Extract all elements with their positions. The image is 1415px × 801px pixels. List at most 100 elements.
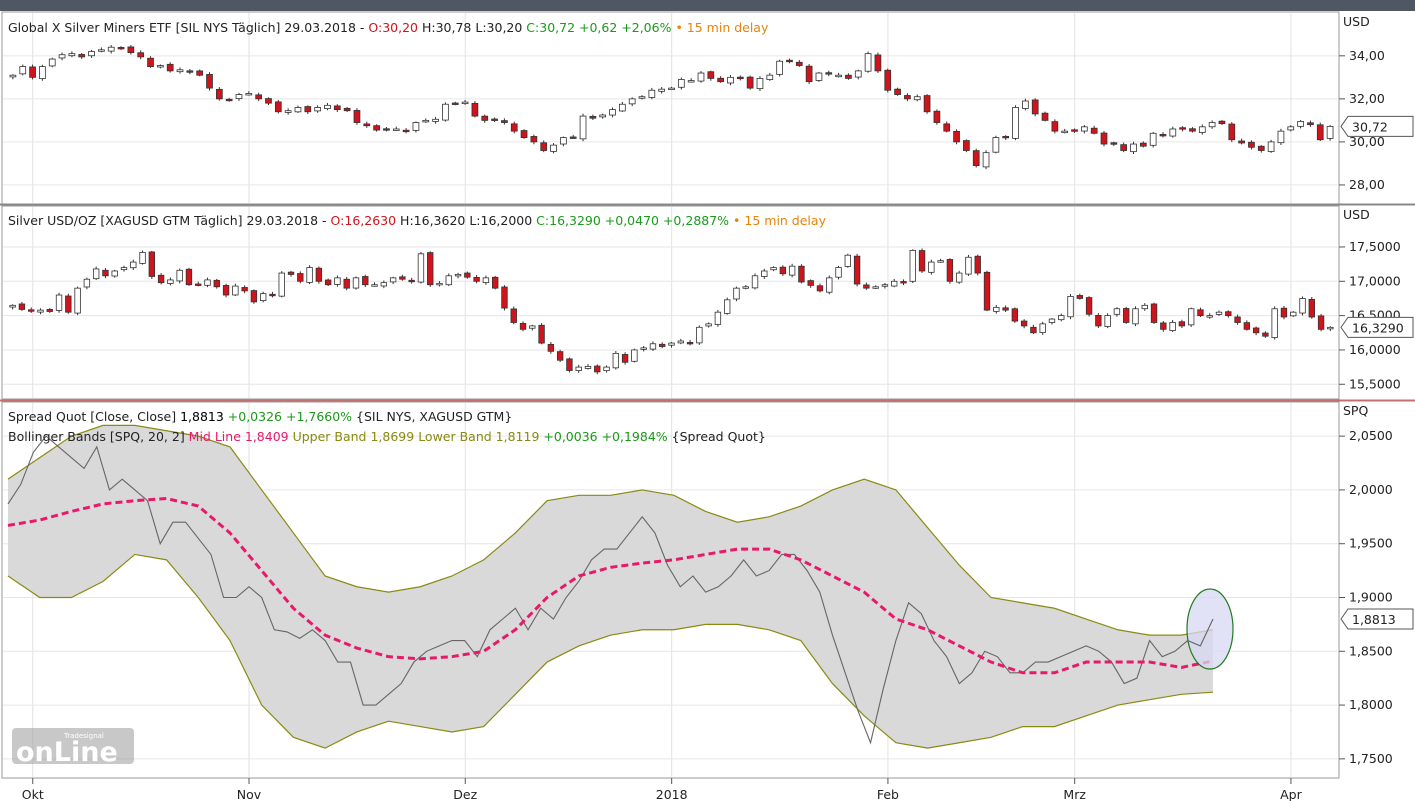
sil-candle-body — [166, 63, 174, 72]
sil-candle-body — [215, 88, 223, 100]
silver-candle-body — [18, 303, 26, 310]
spread-tick-label: 1,7500 — [1349, 751, 1393, 766]
sil-candle-body — [766, 74, 774, 80]
silver-candle-body — [1271, 308, 1278, 338]
silver-candle-body — [1011, 308, 1019, 322]
sil-candle-body — [422, 119, 430, 123]
sil-candle-body — [1169, 128, 1177, 137]
sil-candle-body — [727, 76, 734, 84]
silver-candle-body — [816, 285, 824, 292]
silver-candle-body — [928, 261, 935, 273]
silver-candle-body — [176, 269, 183, 282]
sil-candle-body — [392, 128, 400, 131]
silver-tick-label: 17,5000 — [1349, 239, 1401, 254]
sil-candle-body — [923, 95, 931, 113]
silver-candle-body — [621, 354, 629, 363]
silver-candle-body — [120, 267, 128, 271]
sil-candle-body — [1267, 141, 1275, 152]
sil-candle-body — [845, 74, 852, 79]
sil-candle-body — [501, 120, 508, 123]
silver-candle-body — [427, 252, 434, 286]
sil-candle-body — [815, 72, 823, 81]
silver-candle-body — [1197, 309, 1204, 317]
silver-candle-body — [37, 309, 44, 313]
sil-candle-body — [825, 72, 833, 75]
spread-tick-label: 1,8000 — [1349, 697, 1393, 712]
silver-candle-body — [1187, 308, 1195, 326]
silver-tick-label: 17,0000 — [1349, 273, 1401, 288]
sil-candle-body — [756, 78, 764, 90]
silver-candle-body — [167, 279, 174, 284]
sil-candle-body — [776, 60, 783, 75]
sil-candle-body — [864, 53, 872, 72]
sil-candle-body — [982, 152, 990, 168]
bollinger-upper-band-line — [7, 424, 1214, 636]
sil-candle-body — [677, 79, 685, 88]
silver-candle-body — [510, 308, 517, 323]
sil-tick-label: 30,00 — [1349, 134, 1385, 149]
silver-candle-body — [993, 306, 1000, 312]
silver-candle-body — [83, 278, 91, 288]
silver-candle-body — [399, 276, 406, 280]
silver-candle-body — [519, 323, 527, 330]
sil-candle-body — [569, 136, 577, 139]
silver-candle-body — [770, 267, 777, 271]
x-tick-label: Apr — [1280, 787, 1302, 801]
silver-candle-body — [222, 285, 230, 296]
sil-candle-body — [491, 118, 498, 121]
silver-candle-body — [547, 343, 555, 352]
silver-last-value-marker: 16,3290 — [1340, 316, 1414, 338]
silver-candle-body — [529, 325, 536, 329]
silver-candle-body — [1002, 307, 1009, 311]
sil-candle-body — [1208, 122, 1216, 128]
sil-candle-body — [943, 123, 951, 132]
sil-candle-body — [58, 54, 66, 59]
bollinger-lower-band: Lower Band 1,8119 — [414, 429, 539, 444]
sil-candle-body — [225, 98, 233, 102]
sil-candle-body — [412, 122, 420, 131]
silver-candle-body — [343, 278, 350, 289]
sil-candle-body — [294, 107, 302, 113]
sil-candle-body — [442, 103, 449, 121]
sil-candle-body — [874, 54, 882, 72]
sil-candle-body — [196, 70, 204, 76]
window-title-bar — [0, 0, 1415, 11]
sil-candle-body — [68, 53, 76, 57]
silver-candle-body — [380, 282, 388, 287]
silver-candle-body — [436, 282, 443, 286]
silver-candle-body — [260, 293, 267, 301]
sil-candle-body — [383, 128, 390, 131]
silver-candle-body — [788, 265, 796, 276]
sil-candle-body — [265, 98, 272, 104]
silver-candle-body — [297, 273, 304, 282]
silver-candle-body — [556, 351, 564, 361]
sil-candle-body — [107, 46, 115, 52]
sil-candle-body — [274, 101, 282, 113]
silver-candle-body — [649, 343, 657, 350]
silver-candle-body — [631, 349, 638, 362]
sil-candle-body — [884, 69, 892, 91]
sil-candle-body — [707, 71, 715, 79]
silver-candle-body — [28, 309, 35, 312]
silver-title-name: Silver USD/OZ [XAGUSD GTM Täglich] 29.03… — [8, 213, 331, 228]
sil-candle-body — [1120, 144, 1128, 151]
silver-candle-body — [696, 326, 703, 344]
sil-candle-body — [1238, 140, 1245, 144]
sil-candle-body — [687, 80, 695, 83]
silver-unit-label: USD — [1343, 207, 1370, 222]
silver-candle-body — [334, 277, 341, 285]
silver-candle-body — [408, 279, 415, 283]
sil-candle-body — [854, 70, 862, 78]
sil-candle-body — [304, 106, 312, 113]
spread-last-value-marker: 1,8813 — [1340, 608, 1414, 630]
silver-candle-body — [918, 250, 926, 272]
silver-candle-body — [844, 254, 851, 267]
silver-candle-body — [612, 352, 620, 369]
silver-candle-body — [139, 252, 146, 264]
silver-candle-body — [742, 286, 749, 289]
silver-candle-body — [269, 293, 276, 297]
highlight-ellipse — [1186, 588, 1234, 670]
silver-candle-body — [1252, 327, 1260, 334]
silver-candle-body — [1206, 315, 1213, 318]
sil-candle-body — [9, 74, 17, 78]
